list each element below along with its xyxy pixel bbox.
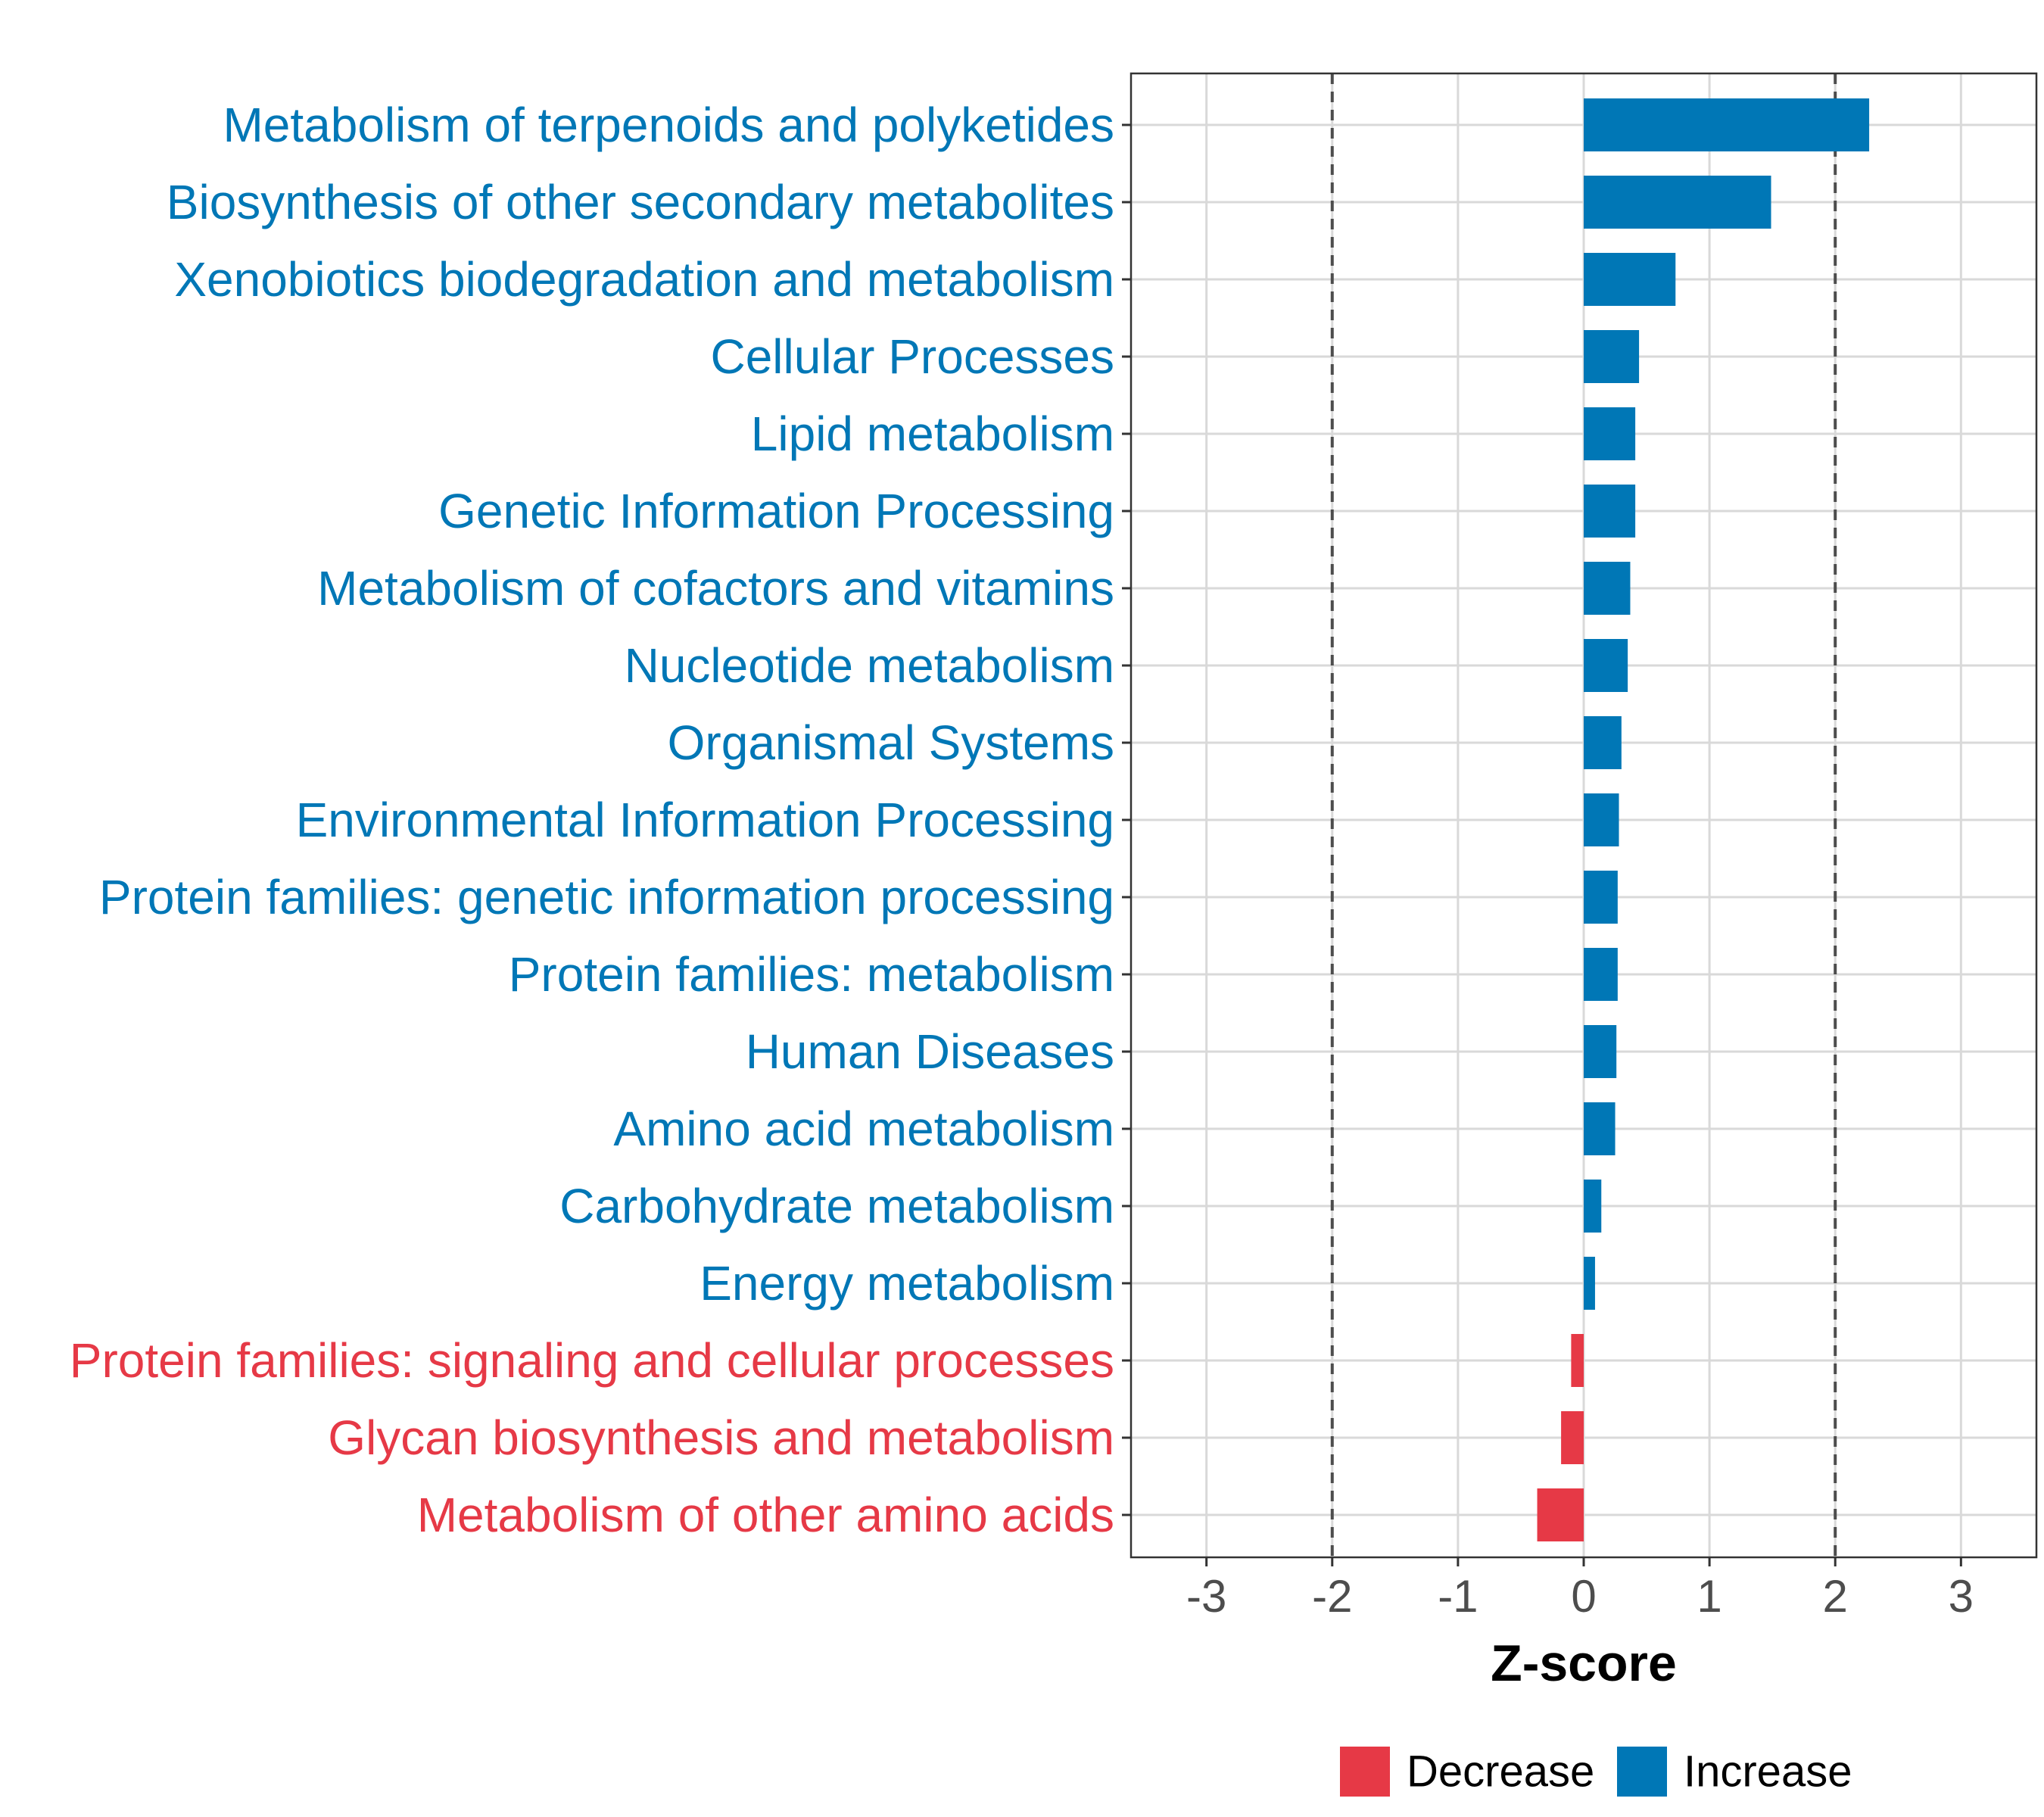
x-tick-label: -3 (1186, 1571, 1226, 1622)
bar-increase (1584, 1102, 1616, 1155)
category-label: Protein families: genetic information pr… (99, 870, 1114, 924)
category-label: Organismal Systems (668, 715, 1114, 770)
x-tick-label: 0 (1571, 1571, 1596, 1622)
category-label: Protein families: signaling and cellular… (70, 1333, 1114, 1388)
category-label: Carbohydrate metabolism (559, 1179, 1114, 1233)
bar-decrease (1571, 1334, 1584, 1387)
legend-label-increase: Increase (1684, 1747, 1852, 1797)
bar-increase (1584, 98, 1870, 151)
bar-increase (1584, 1180, 1602, 1233)
bar-increase (1584, 253, 1676, 306)
category-label: Amino acid metabolism (613, 1102, 1114, 1156)
category-label: Cellular Processes (710, 329, 1114, 384)
bar-increase (1584, 407, 1636, 460)
x-axis-title: Z-score (1491, 1635, 1677, 1692)
legend-label-decrease: Decrease (1407, 1747, 1594, 1797)
category-label: Nucleotide metabolism (625, 638, 1114, 693)
bar-increase (1584, 330, 1640, 383)
bar-increase (1584, 793, 1619, 846)
threshold-lines (1330, 73, 1837, 1557)
category-label: Metabolism of terpenoids and polyketides (223, 98, 1114, 152)
category-label: Environmental Information Processing (296, 793, 1114, 847)
bar-increase (1584, 485, 1636, 538)
category-label: Human Diseases (746, 1024, 1114, 1079)
category-label: Metabolism of cofactors and vitamins (317, 561, 1114, 616)
bar-increase (1584, 562, 1631, 615)
legend-swatch-decrease (1340, 1747, 1390, 1797)
bar-increase (1584, 1025, 1617, 1078)
bar-increase (1584, 871, 1618, 924)
bars (1537, 98, 1870, 1541)
bar-increase (1584, 639, 1628, 692)
category-label: Xenobiotics biodegradation and metabolis… (174, 252, 1114, 307)
y-axis-ticks: Metabolism of terpenoids and polyketides… (70, 98, 1131, 1542)
x-tick-label: 1 (1697, 1571, 1722, 1622)
x-tick-label: -2 (1312, 1571, 1352, 1622)
category-label: Glycan biosynthesis and metabolism (328, 1410, 1114, 1465)
category-label: Genetic Information Processing (438, 484, 1114, 538)
bar-increase (1584, 948, 1618, 1001)
legend: Decrease Increase (1340, 1747, 1852, 1797)
x-tick-label: -1 (1438, 1571, 1478, 1622)
x-tick-label: 2 (1823, 1571, 1848, 1622)
bar-decrease (1561, 1411, 1584, 1464)
category-label: Lipid metabolism (751, 407, 1114, 461)
bar-increase (1584, 1257, 1595, 1310)
category-label: Metabolism of other amino acids (417, 1488, 1114, 1542)
x-axis-ticks: -3 -2 -1 0 1 2 3 (1186, 1557, 1974, 1622)
category-label: Biosynthesis of other secondary metaboli… (167, 175, 1114, 229)
legend-swatch-increase (1617, 1747, 1667, 1797)
category-label: Protein families: metabolism (509, 947, 1114, 1002)
bar-decrease (1537, 1488, 1584, 1541)
bar-increase (1584, 176, 1771, 229)
x-tick-label: 3 (1949, 1571, 1974, 1622)
category-label: Energy metabolism (700, 1256, 1114, 1311)
bar-increase (1584, 716, 1622, 769)
